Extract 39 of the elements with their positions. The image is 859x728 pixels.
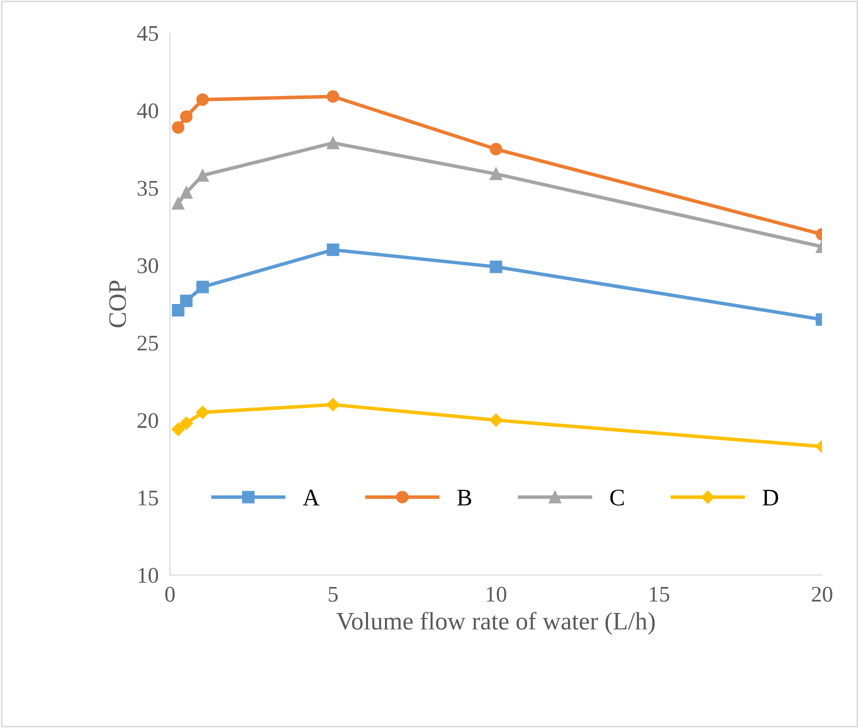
point [326, 244, 340, 256]
point [180, 294, 193, 308]
point [196, 93, 209, 106]
legend-label: A [302, 490, 320, 506]
y-tick-label: 40 [137, 103, 158, 118]
y-tick-label: 20 [138, 413, 158, 428]
x-tick-label: 20 [812, 586, 832, 602]
x-tick-label: 0 [165, 586, 175, 602]
point [172, 304, 184, 316]
y-tick-label: 15 [138, 490, 158, 506]
point [489, 414, 503, 427]
y-tick-label: 30 [138, 258, 158, 274]
y-tick-label: 45 [137, 26, 158, 41]
point [172, 121, 184, 134]
point [172, 422, 185, 436]
legend-label: C [610, 490, 624, 506]
legend-label: B [457, 490, 472, 506]
point [180, 416, 193, 430]
point [172, 197, 184, 210]
point [490, 260, 502, 274]
point [326, 136, 340, 150]
point [196, 280, 209, 294]
x-tick-label: 5 [328, 586, 338, 602]
point [196, 169, 209, 182]
point [490, 142, 502, 156]
y-axis-title: COP [109, 280, 126, 328]
x-tick-label: 15 [650, 586, 670, 602]
point [180, 110, 193, 123]
y-tick-label: 35 [138, 180, 158, 196]
point [180, 186, 193, 199]
y-tick-label: 10 [138, 568, 158, 583]
y-tick-label: 25 [138, 336, 158, 351]
point [196, 406, 210, 419]
point [326, 90, 340, 103]
x-axis-title: Volume flow rate of water (L/h) [336, 612, 655, 635]
legend-label: D [762, 490, 778, 506]
x-tick-label: 10 [486, 586, 506, 602]
point [490, 168, 502, 180]
point [326, 398, 340, 412]
